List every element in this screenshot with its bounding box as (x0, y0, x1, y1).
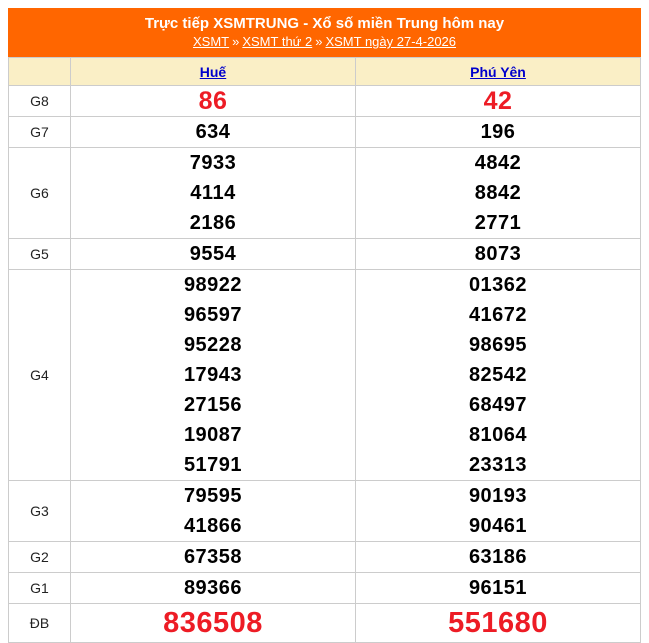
result-cell: 01362 41672 98695 82542 68497 81064 23313 (355, 269, 641, 481)
result-number: 19087 (183, 424, 243, 446)
result-number: 98695 (468, 334, 528, 356)
result-cell: 96151 (355, 572, 641, 604)
prize-label: ĐB (8, 603, 71, 643)
prize-label: G6 (8, 147, 71, 239)
province-link-phu-yen[interactable]: Phú Yên (470, 63, 526, 80)
corner-cell (8, 57, 71, 86)
table-header-row: Huế Phú Yên (8, 57, 641, 86)
prize-label: G3 (8, 480, 71, 542)
table-row: ĐB 836508 551680 (8, 603, 641, 643)
result-number: 196 (480, 121, 516, 143)
province-link-hue[interactable]: Huế (199, 63, 227, 80)
table-row: G1 89366 96151 (8, 572, 641, 604)
result-number: 27156 (183, 394, 243, 416)
result-cell: 90193 90461 (355, 480, 641, 542)
result-number: 51791 (183, 454, 243, 476)
result-number: 2186 (189, 212, 237, 234)
result-number: 4842 (474, 152, 522, 174)
result-cell: 67358 (70, 541, 356, 573)
result-number: 2771 (474, 212, 522, 234)
result-number: 551680 (448, 607, 548, 639)
result-number: 67358 (183, 546, 243, 568)
result-number: 8842 (474, 182, 522, 204)
table-row: G2 67358 63186 (8, 541, 641, 573)
result-cell: 551680 (355, 603, 641, 643)
breadcrumb: XSMT» XSMT thứ 2» XSMT ngày 27-4-2026 (12, 33, 637, 50)
table-row: G4 98922 96597 95228 17943 27156 19087 51791 013… (8, 269, 641, 481)
result-number: 4114 (190, 182, 236, 204)
page-title: Trực tiếp XSMTRUNG - Xổ số miền Trung hô… (144, 15, 505, 32)
result-number: 23313 (468, 454, 528, 476)
results-table: Huế Phú Yên G8 86 42 G7 634 196 G6 7933 4114 2186… (8, 57, 641, 643)
result-cell: 42 (355, 85, 641, 117)
result-number: 79595 (183, 485, 243, 507)
result-cell: 89366 (70, 572, 356, 604)
result-cell: 634 (70, 116, 356, 148)
result-cell: 4842 8842 2771 (355, 147, 641, 239)
result-number: 82542 (468, 364, 528, 386)
prize-label: G5 (8, 238, 71, 270)
prize-label: G1 (8, 572, 71, 604)
prize-label: G7 (8, 116, 71, 148)
result-number: 95228 (183, 334, 243, 356)
lottery-results-page: Trực tiếp XSMTRUNG - Xổ số miền Trung hô… (8, 8, 641, 643)
result-cell: 196 (355, 116, 641, 148)
prize-label: G2 (8, 541, 71, 573)
result-number: 89366 (183, 577, 243, 599)
result-number: 8073 (474, 243, 522, 265)
table-row: G6 7933 4114 2186 4842 8842 2771 (8, 147, 641, 239)
prize-label: G8 (8, 85, 71, 117)
column-header-hue: Huế (70, 57, 356, 86)
result-number: 63186 (468, 546, 528, 568)
result-number: 01362 (468, 274, 528, 296)
result-number: 90193 (468, 485, 528, 507)
result-cell: 98922 96597 95228 17943 27156 19087 51791 (70, 269, 356, 481)
result-number: 90461 (468, 515, 528, 537)
result-number: 9554 (189, 243, 237, 265)
prize-label: G4 (8, 269, 71, 481)
breadcrumb-separator: » (232, 34, 240, 49)
result-number: 96151 (468, 577, 528, 599)
breadcrumb-link-xsmt-thu-2[interactable]: XSMT thứ 2 (242, 34, 313, 49)
result-cell: 7933 4114 2186 (70, 147, 356, 239)
result-cell: 63186 (355, 541, 641, 573)
result-number: 96597 (183, 304, 243, 326)
breadcrumb-link-xsmt[interactable]: XSMT (192, 34, 230, 49)
breadcrumb-separator: » (315, 34, 323, 49)
result-number: 7933 (189, 152, 237, 174)
table-row: G8 86 42 (8, 85, 641, 117)
result-number: 634 (195, 121, 231, 143)
page-header: Trực tiếp XSMTRUNG - Xổ số miền Trung hô… (8, 8, 641, 57)
result-cell: 836508 (70, 603, 356, 643)
table-row: G5 9554 8073 (8, 238, 641, 270)
result-cell: 79595 41866 (70, 480, 356, 542)
result-cell: 8073 (355, 238, 641, 270)
table-row: G7 634 196 (8, 116, 641, 148)
result-number: 41866 (183, 515, 243, 537)
result-number: 41672 (468, 304, 528, 326)
result-number: 17943 (183, 364, 243, 386)
breadcrumb-link-xsmt-date[interactable]: XSMT ngày 27-4-2026 (325, 34, 457, 49)
result-number: 42 (483, 87, 513, 115)
result-number: 68497 (468, 394, 528, 416)
result-number: 98922 (183, 274, 243, 296)
result-cell: 9554 (70, 238, 356, 270)
result-number: 86 (198, 87, 228, 115)
result-cell: 86 (70, 85, 356, 117)
column-header-phu-yen: Phú Yên (355, 57, 641, 86)
result-number: 81064 (468, 424, 528, 446)
result-number: 836508 (163, 607, 263, 639)
table-row: G3 79595 41866 90193 90461 (8, 480, 641, 542)
results-tbody: G8 86 42 G7 634 196 G6 7933 4114 2186 4842 8842 2771… (8, 85, 641, 643)
